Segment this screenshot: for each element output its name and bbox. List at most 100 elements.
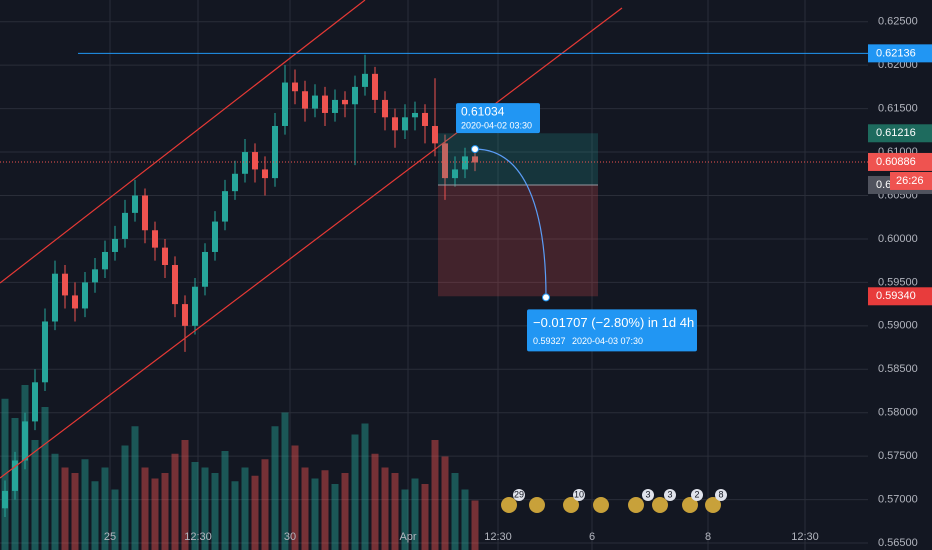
candle-body: [332, 99, 338, 113]
candle-body: [102, 251, 108, 270]
y-tick-label: 0.59000: [878, 320, 918, 332]
candle-body: [362, 73, 368, 87]
volume-bar: [131, 426, 139, 550]
candle-body: [152, 230, 158, 248]
candle-body: [252, 152, 258, 170]
candle-body: [462, 156, 468, 170]
countdown: 26:26: [896, 175, 924, 187]
y-tick-label: 0.57500: [878, 450, 918, 462]
event-badge: [691, 489, 703, 501]
x-tick-label: 25: [104, 531, 116, 543]
price-tag-label: 0.62136: [876, 47, 916, 59]
event-count: 3: [645, 489, 650, 499]
volume-bar: [201, 467, 209, 550]
candle-body: [412, 112, 418, 118]
volume-bar: [351, 434, 359, 550]
price-tag-label: 0.61216: [876, 127, 916, 139]
x-tick-label: 12:30: [484, 531, 512, 543]
end-time: 2020-04-03 07:30: [572, 336, 643, 346]
start-time: 2020-04-02 03:30: [461, 120, 532, 130]
volume-bar: [431, 440, 439, 550]
volume-bar: [91, 481, 99, 550]
candle-body: [442, 143, 448, 179]
x-tick-label: Apr: [399, 531, 416, 543]
result-bubble: [527, 309, 697, 352]
volume-bar: [311, 478, 319, 550]
end-price: 0.59327: [533, 336, 566, 346]
candle-body: [12, 460, 18, 491]
candle-body: [142, 195, 148, 231]
candle-body: [172, 265, 178, 305]
volume-bar: [61, 467, 69, 550]
candle-body: [82, 282, 88, 309]
candle-body: [62, 273, 68, 296]
candle-body: [222, 191, 228, 222]
volume-bar: [71, 473, 79, 550]
volume-bar: [251, 475, 259, 550]
volume-bar: [121, 445, 129, 550]
y-tick-label: 0.56500: [878, 537, 918, 549]
candle-body: [322, 95, 328, 113]
volume-bar: [261, 459, 269, 550]
volume-bar: [451, 473, 459, 550]
channel-lower: [0, 7, 623, 479]
volume-bar: [321, 470, 329, 550]
y-tick-label: 0.59500: [878, 276, 918, 288]
candle-body: [162, 247, 168, 266]
price-tag-label: 0.60886: [876, 156, 916, 168]
candle-body: [432, 125, 438, 144]
candle-body: [242, 152, 248, 174]
volume-bar: [101, 467, 109, 550]
x-tick-label: 8: [705, 531, 711, 543]
x-tick-label: 12:30: [791, 531, 819, 543]
volume-bar: [411, 478, 419, 550]
candle-body: [92, 269, 98, 283]
candle-body: [352, 86, 358, 105]
y-tick-label: 0.58500: [878, 363, 918, 375]
candle-body: [1, 490, 8, 509]
volume-bar: [291, 445, 299, 550]
event-badge: [513, 489, 525, 501]
volume-bar: [301, 467, 309, 550]
candle-body: [262, 169, 268, 179]
candle-body: [382, 99, 388, 118]
event-badge: [642, 489, 654, 501]
event-icon: [593, 497, 609, 513]
projection-curve: [474, 148, 547, 298]
event-count: 3: [667, 489, 672, 499]
candle-body: [72, 295, 78, 309]
event-icon: [705, 497, 721, 513]
candle-body: [42, 321, 48, 383]
candle-body: [182, 304, 188, 326]
countdown-tag: [890, 171, 932, 190]
event-icon: [682, 497, 698, 513]
price-tag: [868, 152, 932, 171]
y-tick-label: 0.58000: [878, 407, 918, 419]
y-tick-label: 0.61500: [878, 103, 918, 115]
volume-bar: [171, 453, 179, 550]
event-icon: [501, 497, 517, 513]
candle-body: [292, 82, 298, 92]
y-tick-label: 0.57000: [878, 494, 918, 506]
result-text: −0.01707 (−2.80%) in 1d 4h: [533, 315, 694, 330]
candle-body: [272, 125, 278, 179]
volume-bar: [331, 484, 339, 550]
start-price: 0.61034: [461, 104, 505, 118]
axis-labels: 0.56500 0.57000 0.57500 0.58000 0.58500 0.590…: [104, 16, 932, 549]
price-tag: [868, 44, 932, 63]
volume-bar: [471, 500, 479, 550]
target-zone: [438, 133, 598, 185]
price-axis: [868, 0, 932, 550]
event-icon: [529, 497, 545, 513]
event-count: 2: [694, 489, 699, 499]
volume-bar: [401, 489, 409, 550]
candle-body: [472, 156, 478, 163]
volume-bar: [141, 467, 149, 550]
event-count: 29: [514, 489, 524, 499]
volume-bar: [81, 459, 89, 550]
candle-body: [22, 421, 28, 461]
candle-body: [52, 273, 58, 322]
overlay: 0.61034 2020-04-02 03:30 −0.01707 (−2.80%)…: [0, 52, 868, 352]
